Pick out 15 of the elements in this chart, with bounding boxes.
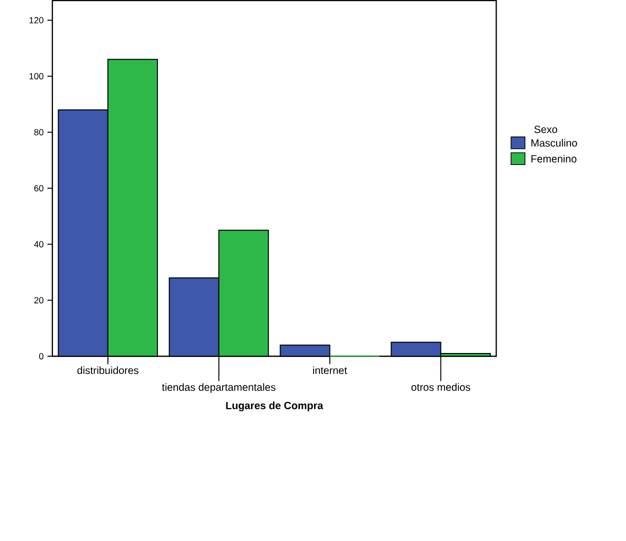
y-tick-label: 100	[30, 72, 44, 80]
x-tick-label: tiendas departamentales	[162, 383, 276, 393]
legend-title: Sexo	[534, 126, 558, 134]
legend-label: Femenino	[531, 154, 576, 162]
y-tick-label: 20	[34, 297, 44, 304]
y-tick-label: 120	[30, 16, 44, 24]
y-tick-label: 0	[39, 353, 44, 360]
y-tick-label: 40	[34, 241, 44, 248]
x-tick-label: otros medios	[411, 383, 470, 391]
y-tick-label: 80	[34, 129, 44, 136]
x-tick-label: distribuidores	[77, 366, 138, 374]
x-tick-label: internet	[313, 366, 348, 374]
x-axis-title: Lugares de Compra	[226, 401, 324, 412]
y-tick-label: 60	[34, 185, 44, 192]
legend-label: Masculino	[531, 138, 577, 147]
